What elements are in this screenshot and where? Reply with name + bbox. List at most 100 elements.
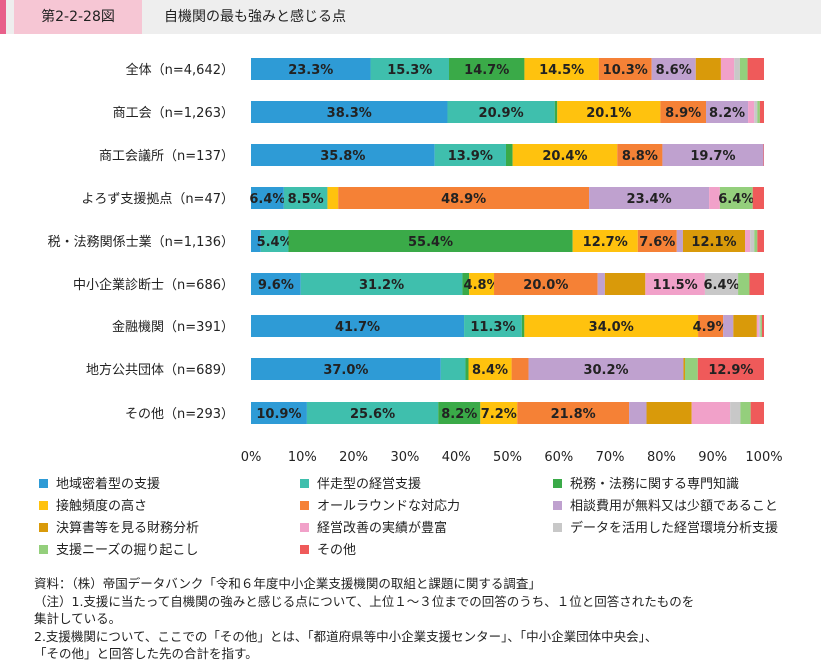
- data-label: 9.6%: [258, 278, 294, 293]
- legend-swatch: [300, 523, 309, 532]
- bar-segment: [660, 101, 707, 123]
- legend-swatch: [553, 501, 562, 510]
- bar-segment: [440, 358, 466, 380]
- legend-label: 接触頻度の高さ: [56, 498, 147, 514]
- bar-segment: [733, 315, 757, 337]
- data-label: 48.9%: [441, 192, 486, 207]
- bar-segment: [251, 358, 441, 380]
- bar-segment: [719, 187, 753, 209]
- bar-segment: [760, 315, 762, 337]
- bar-segment: [734, 58, 740, 80]
- data-label: 12.7%: [583, 235, 628, 250]
- data-label: 6.4%: [703, 278, 739, 293]
- bar-segment: [750, 230, 755, 252]
- bar-segment: [698, 315, 724, 337]
- data-label: 12.9%: [708, 363, 753, 378]
- bar-segment: [598, 58, 652, 80]
- data-label: 37.0%: [323, 363, 368, 378]
- bar-segment: [720, 58, 735, 80]
- x-tick-label: 100%: [745, 450, 782, 465]
- x-tick-label: 60%: [544, 450, 573, 465]
- category-label: 地方公共団体（n=689）: [86, 362, 234, 378]
- data-label: 21.8%: [551, 407, 596, 422]
- bar-segment: [697, 358, 764, 380]
- data-label: 4.8%: [464, 278, 500, 293]
- bar-segment: [748, 101, 755, 123]
- data-label: 23.4%: [627, 192, 672, 207]
- note-line-4: 「その他」と回答した先の合計を指す。: [34, 646, 258, 661]
- bar-segment: [306, 402, 439, 424]
- x-tick-label: 30%: [390, 450, 419, 465]
- data-label: 30.2%: [583, 363, 628, 378]
- bar-segment: [370, 58, 450, 80]
- bar-segment: [251, 273, 301, 295]
- data-label: 20.1%: [586, 106, 631, 121]
- data-label: 8.9%: [665, 106, 701, 121]
- legend-swatch: [553, 523, 562, 532]
- bar-segment: [521, 315, 525, 337]
- bar-segment: [745, 230, 751, 252]
- data-label: 12.1%: [691, 235, 736, 250]
- header-accent-bar: [0, 0, 6, 34]
- data-label: 55.4%: [408, 235, 453, 250]
- data-label: 15.3%: [387, 63, 432, 78]
- bar-segment: [251, 187, 284, 209]
- x-tick-label: 80%: [647, 450, 676, 465]
- legend-swatch: [553, 479, 562, 488]
- category-label: 金融機関（n=391）: [112, 319, 234, 335]
- data-label: 7.2%: [481, 407, 517, 422]
- category-label: その他（n=293）: [125, 407, 234, 422]
- bar-segment: [637, 230, 677, 252]
- bar-segment: [251, 402, 307, 424]
- legend-swatch: [300, 545, 309, 554]
- data-label: 14.5%: [539, 63, 584, 78]
- note-line-1: （注）1.支援に当たって自機関の強みと感じる点について、上位１～３位までの回答の…: [34, 593, 695, 609]
- data-label: 8.8%: [622, 149, 658, 164]
- bar-segment: [684, 358, 698, 380]
- bar-segment: [683, 358, 685, 380]
- bar-segment: [434, 144, 506, 166]
- legend-label: その他: [317, 543, 356, 558]
- data-label: 20.9%: [479, 106, 524, 121]
- bar-segment: [511, 358, 529, 380]
- stacked-bar-chart: 全体（n=4,642） 商工会（n=1,263） 商工会議所（n=137） よろず支援…: [39, 58, 783, 558]
- bar-segment: [747, 58, 764, 80]
- bar-segment: [251, 101, 448, 123]
- x-tick-label: 70%: [596, 450, 625, 465]
- category-label: 税・法務関係士業（n=1,136）: [48, 234, 234, 250]
- source-notes: 資料：（株）帝国データバンク「令和６年度中小企業支援機関の取組と課題に関する調査…: [34, 575, 804, 663]
- category-label: 全体（n=4,642）: [126, 62, 234, 78]
- x-tick-label: 40%: [442, 450, 471, 465]
- x-tick-label: 50%: [493, 450, 522, 465]
- legend-swatch: [39, 523, 48, 532]
- data-label: 20.0%: [523, 278, 568, 293]
- bar-segment: [480, 402, 518, 424]
- data-label: 11.3%: [470, 320, 515, 335]
- bar-segment: [589, 187, 710, 209]
- source-line: 資料：（株）帝国データバンク「令和６年度中小企業支援機関の取組と課題に関する調査…: [34, 576, 541, 591]
- figure-number: 第2-2-28図: [14, 0, 142, 34]
- legend-label: データを活用した経営環境分析支援: [570, 520, 778, 536]
- x-tick-label: 0%: [241, 450, 262, 465]
- data-label: 14.7%: [464, 63, 509, 78]
- legend-label: 地域密着型の支援: [56, 476, 160, 492]
- bar-segment: [750, 402, 764, 424]
- bar-segment: [251, 58, 371, 80]
- legend-swatch: [300, 501, 309, 510]
- bar-segment: [676, 230, 683, 252]
- data-label: 34.0%: [589, 320, 634, 335]
- category-label: 商工会議所（n=137）: [99, 149, 234, 164]
- category-label: 商工会（n=1,263）: [113, 106, 234, 121]
- bar-segment: [465, 358, 469, 380]
- bar-segment: [468, 358, 512, 380]
- bar-segment: [251, 230, 261, 252]
- bar-segment: [682, 230, 746, 252]
- bar-segment: [759, 101, 764, 123]
- bar-segment: [338, 187, 590, 209]
- bar-segment: [447, 101, 555, 123]
- bar-segment: [438, 402, 481, 424]
- bar-segment: [251, 144, 435, 166]
- category-label: よろず支援拠点（n=47）: [81, 192, 234, 207]
- bar-segment: [572, 230, 638, 252]
- bar-segment: [557, 101, 661, 123]
